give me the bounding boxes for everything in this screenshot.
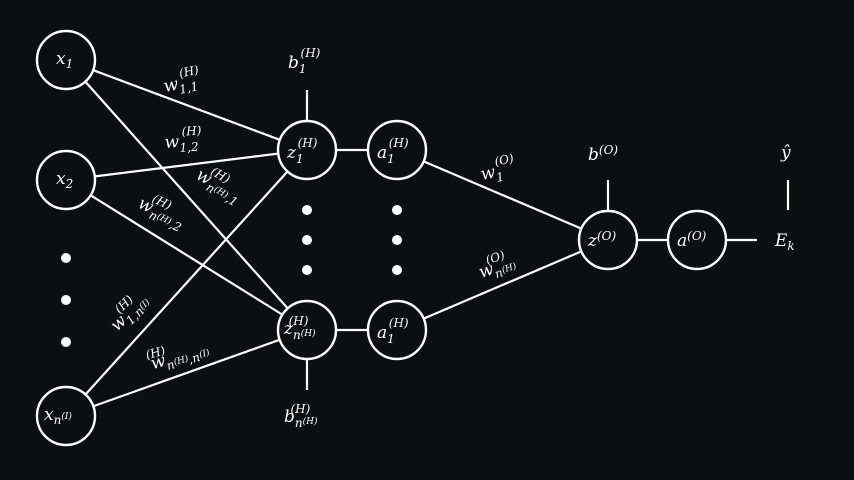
- label-zo: z(O): [587, 229, 616, 251]
- edge-an-zo: [396, 238, 609, 332]
- ellipsis-dot-z-1: [302, 205, 312, 215]
- label-zn: zn(H)(H): [283, 314, 316, 342]
- label-weight-wnn: wn(H),n(I)(H): [144, 332, 212, 378]
- label-bias-zo: b(O): [588, 143, 618, 165]
- edge-x1-z1: [65, 58, 308, 152]
- node-zo: [577, 209, 639, 271]
- label-weight-w12: w1,2(H): [163, 123, 203, 156]
- label-x2: x2: [56, 169, 73, 191]
- node-x1: [35, 29, 97, 91]
- label-weight-won: wn(H)(O): [474, 245, 519, 285]
- label-xn: xn(I): [44, 405, 72, 427]
- node-ao: [666, 209, 728, 271]
- ellipsis-dot-z-2: [302, 235, 312, 245]
- label-weight-wn1: wn(H),1(H): [191, 159, 248, 209]
- label-yhat: ŷ: [780, 143, 791, 163]
- node-z1: [276, 119, 338, 181]
- label-weight-wo1: w1(O): [477, 151, 518, 188]
- ellipsis-dot-input-2: [61, 295, 71, 305]
- label-z1: z1(H): [286, 136, 318, 166]
- label-weight-w11: w1,1(H): [160, 63, 203, 100]
- ellipsis-dot-a-2: [392, 235, 402, 245]
- label-a1-bottom: a1(H): [377, 316, 409, 346]
- ellipsis-dot-a-1: [392, 205, 402, 215]
- ellipsis-dot-a-3: [392, 265, 402, 275]
- label-error: Ek: [774, 231, 795, 253]
- ellipsis-dot-input-1: [61, 253, 71, 263]
- edge-a1-zo: [396, 148, 609, 242]
- edge-xn-zn: [65, 328, 308, 418]
- edge-x2-zn: [65, 179, 308, 331]
- node-zn: [276, 299, 338, 361]
- edge-xn-z1: [65, 149, 308, 417]
- node-xn: [35, 385, 97, 447]
- node-a1-top: [366, 119, 428, 181]
- label-x1: x1: [56, 49, 73, 71]
- label-a1-top: a1(H): [377, 136, 409, 166]
- label-bias-zn: bn(H)(H): [284, 402, 318, 430]
- node-x2: [35, 149, 97, 211]
- label-weight-w1n: w1,n(I)(H): [102, 285, 155, 338]
- ellipsis-dot-z-3: [302, 265, 312, 275]
- node-a1-bottom: [366, 299, 428, 361]
- label-ao: a(O): [677, 229, 707, 251]
- edge-x1-zn: [65, 59, 308, 331]
- label-weight-wn2: wn(H),2(H): [134, 187, 191, 235]
- ellipsis-dot-input-3: [61, 337, 71, 347]
- label-bias-z1: b1(H): [288, 46, 321, 76]
- edge-x2-z1: [65, 148, 308, 182]
